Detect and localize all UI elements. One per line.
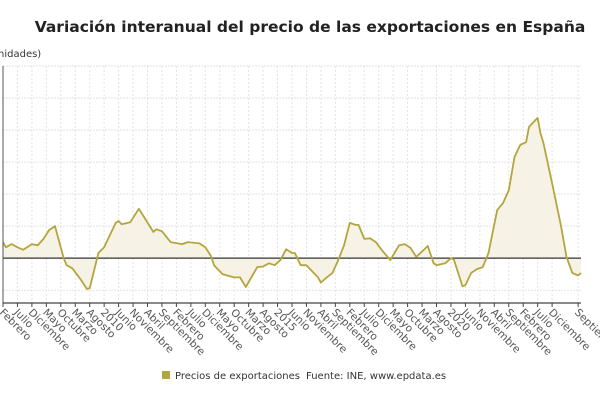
source-note: Fuente: INE, www.epdata.es xyxy=(306,371,446,382)
legend-label: Precios de exportaciones xyxy=(175,371,300,382)
axes xyxy=(2,66,581,307)
chart-title: Variación interanual del precio de las e… xyxy=(35,18,586,36)
y-axis-label: nidades) xyxy=(0,49,41,60)
legend: Precios de exportaciones Fuente: INE, ww… xyxy=(162,371,446,382)
series-line xyxy=(2,117,582,290)
x-tick-labels: FebreroJulioDiciembreMayoOctubreMarzoAgo… xyxy=(0,306,600,358)
series-area xyxy=(3,117,581,289)
legend-swatch xyxy=(162,371,170,379)
